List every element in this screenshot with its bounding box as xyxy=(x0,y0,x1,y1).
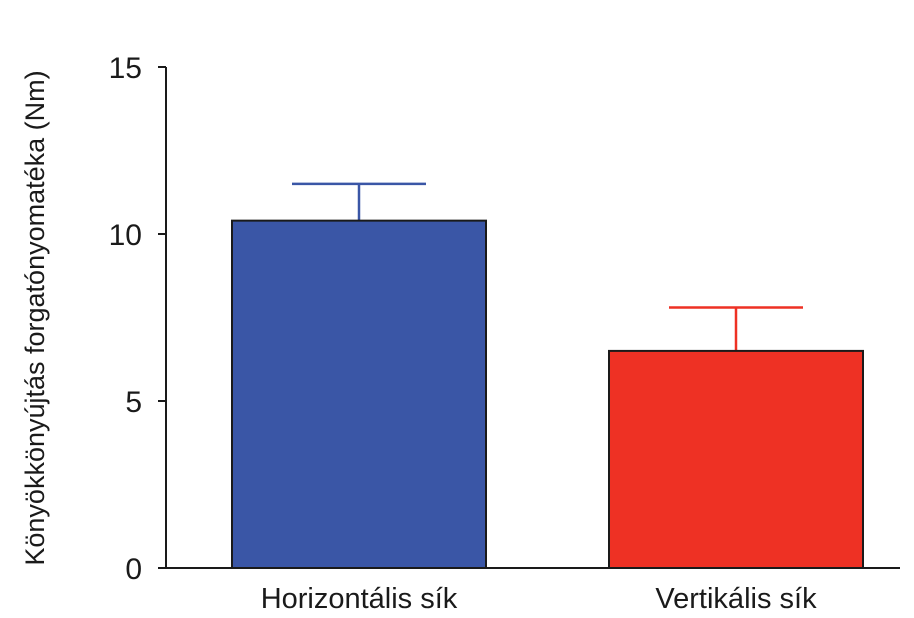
bar xyxy=(608,349,864,569)
x-category-label: Vertikális sík xyxy=(655,583,817,615)
bar xyxy=(231,219,487,569)
y-tick-label: 5 xyxy=(125,386,142,419)
y-tick-label: 10 xyxy=(109,219,142,252)
bars xyxy=(231,182,864,569)
y-ticks: 0 5 10 15 xyxy=(109,52,166,586)
y-axis-label: Könyökkönyújtás forgatónyomatéka (Nm) xyxy=(20,70,50,565)
category-labels: Horizontális sík Vertikális sík xyxy=(261,583,817,615)
y-tick-label: 0 xyxy=(125,553,142,586)
x-category-label: Horizontális sík xyxy=(261,583,458,615)
y-tick-label: 15 xyxy=(109,52,142,85)
